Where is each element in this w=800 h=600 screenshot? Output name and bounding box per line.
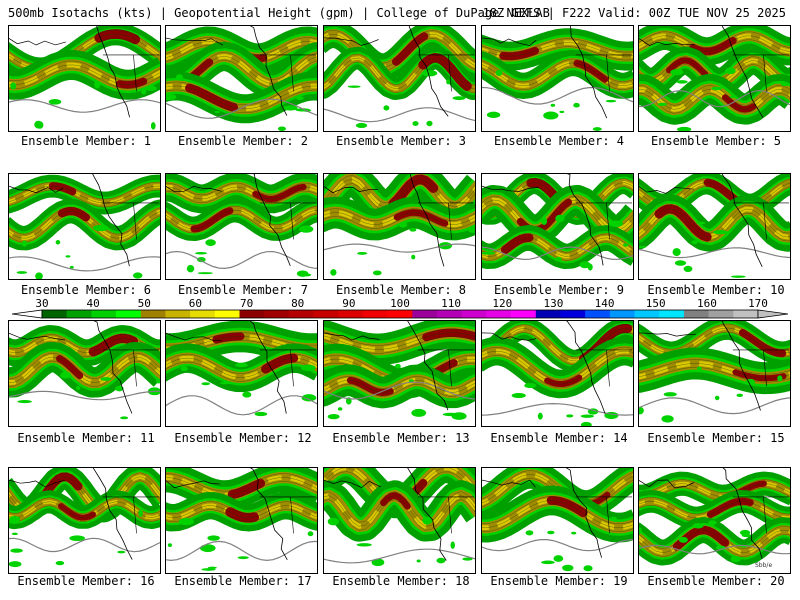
colorbar-swatch — [683, 310, 709, 318]
watermark-text: Sbb/e — [755, 562, 772, 569]
colorbar-swatch — [140, 310, 166, 318]
ensemble-panel — [638, 320, 791, 427]
ensemble-panel — [165, 467, 318, 574]
colorbar-swatch — [585, 310, 611, 318]
ensemble-panel — [165, 25, 318, 132]
colorbar-swatch — [362, 310, 388, 318]
colorbar-swatch — [634, 310, 660, 318]
colorbar-tick-label: 130 — [543, 297, 563, 310]
ensemble-member-label: Ensemble Member: 11 — [17, 431, 155, 445]
ensemble-panel — [481, 25, 634, 132]
ensemble-member-label: Ensemble Member: 6 — [20, 283, 152, 297]
colorbar-tick-label: 70 — [240, 297, 253, 310]
colorbar-tick-label: 60 — [189, 297, 202, 310]
ensemble-panel — [323, 25, 476, 132]
ensemble-member-label: Ensemble Member: 5 — [650, 134, 782, 148]
ensemble-panel — [638, 25, 791, 132]
ensemble-panel — [165, 320, 318, 427]
ensemble-member-label: Ensemble Member: 1 — [20, 134, 152, 148]
colorbar-swatch — [116, 310, 142, 318]
colorbar-swatch — [165, 310, 191, 318]
ensemble-member-label: Ensemble Member: 20 — [647, 574, 785, 588]
colorbar-tick-label: 170 — [748, 297, 768, 310]
valid-time: 18Z GEFS | F222 Valid: 00Z TUE NOV 25 20… — [482, 6, 786, 20]
colorbar-tick-label: 100 — [390, 297, 410, 310]
ensemble-member-label: Ensemble Member: 13 — [332, 431, 470, 445]
colorbar-tick-label: 30 — [35, 297, 48, 310]
ensemble-panel — [8, 467, 161, 574]
colorbar-swatch — [437, 310, 463, 318]
ensemble-member-label: Ensemble Member: 15 — [647, 431, 785, 445]
colorbar-swatch — [214, 310, 240, 318]
colorbar-swatch — [708, 310, 734, 318]
isotach-colorbar: 30 40 50 60 70 80 90 100 110 120 130 140 150 160 170 — [11, 297, 789, 319]
ensemble-member-label: Ensemble Member: 18 — [332, 574, 470, 588]
colorbar-swatch — [733, 310, 759, 318]
ensemble-member-label: Ensemble Member: 10 — [647, 283, 785, 297]
colorbar-swatch — [264, 310, 290, 318]
ensemble-member-label: Ensemble Member: 17 — [174, 574, 312, 588]
ensemble-panel — [165, 173, 318, 280]
ensemble-member-label: Ensemble Member: 12 — [174, 431, 312, 445]
ensemble-panel — [8, 25, 161, 132]
ensemble-member-label: Ensemble Member: 19 — [490, 574, 628, 588]
colorbar-tick-label: 110 — [441, 297, 461, 310]
colorbar-swatch — [659, 310, 685, 318]
ensemble-panel — [481, 320, 634, 427]
ensemble-panel — [481, 467, 634, 574]
ensemble-member-label: Ensemble Member: 3 — [335, 134, 467, 148]
colorbar-tick-label: 80 — [291, 297, 304, 310]
colorbar-right-arrow — [757, 309, 789, 319]
colorbar-swatch — [313, 310, 339, 318]
ensemble-member-label: Ensemble Member: 14 — [490, 431, 628, 445]
colorbar-tick-label: 160 — [697, 297, 717, 310]
ensemble-panel — [8, 320, 161, 427]
colorbar-swatch — [42, 310, 67, 318]
ensemble-panel — [481, 173, 634, 280]
colorbar-swatch — [190, 310, 216, 318]
ensemble-panel — [323, 467, 476, 574]
ensemble-member-label: Ensemble Member: 9 — [493, 283, 625, 297]
colorbar-tick-label: 140 — [595, 297, 615, 310]
ensemble-member-label: Ensemble Member: 8 — [335, 283, 467, 297]
ensemble-panel: Sbb/e — [638, 467, 791, 574]
ensemble-panel — [638, 173, 791, 280]
ensemble-member-label: Ensemble Member: 7 — [177, 283, 309, 297]
colorbar-left-arrow — [11, 309, 43, 319]
colorbar-swatch — [609, 310, 635, 318]
colorbar-swatch — [91, 310, 117, 318]
colorbar-swatch — [535, 310, 561, 318]
colorbar-tick-label: 90 — [342, 297, 355, 310]
colorbar-tick-label: 150 — [646, 297, 666, 310]
colorbar-swatch — [511, 310, 537, 318]
colorbar-tick-label: 120 — [492, 297, 512, 310]
colorbar-swatch — [461, 310, 487, 318]
ensemble-panel — [323, 320, 476, 427]
map-title: 500mb Isotachs (kts) | Geopotential Heig… — [8, 6, 550, 20]
colorbar-swatch — [412, 310, 438, 318]
colorbar-swatch — [288, 310, 314, 318]
ensemble-member-label: Ensemble Member: 16 — [17, 574, 155, 588]
ensemble-member-label: Ensemble Member: 4 — [493, 134, 625, 148]
ensemble-panel — [8, 173, 161, 280]
colorbar-swatch — [387, 310, 413, 318]
colorbar-swatch — [560, 310, 586, 318]
ensemble-member-label: Ensemble Member: 2 — [177, 134, 309, 148]
colorbar-tick-label: 50 — [138, 297, 151, 310]
ensemble-panel — [323, 173, 476, 280]
colorbar-swatch — [486, 310, 512, 318]
colorbar-swatch — [338, 310, 364, 318]
colorbar-swatch — [239, 310, 265, 318]
colorbar-swatch — [66, 310, 92, 318]
colorbar-tick-label: 40 — [86, 297, 99, 310]
